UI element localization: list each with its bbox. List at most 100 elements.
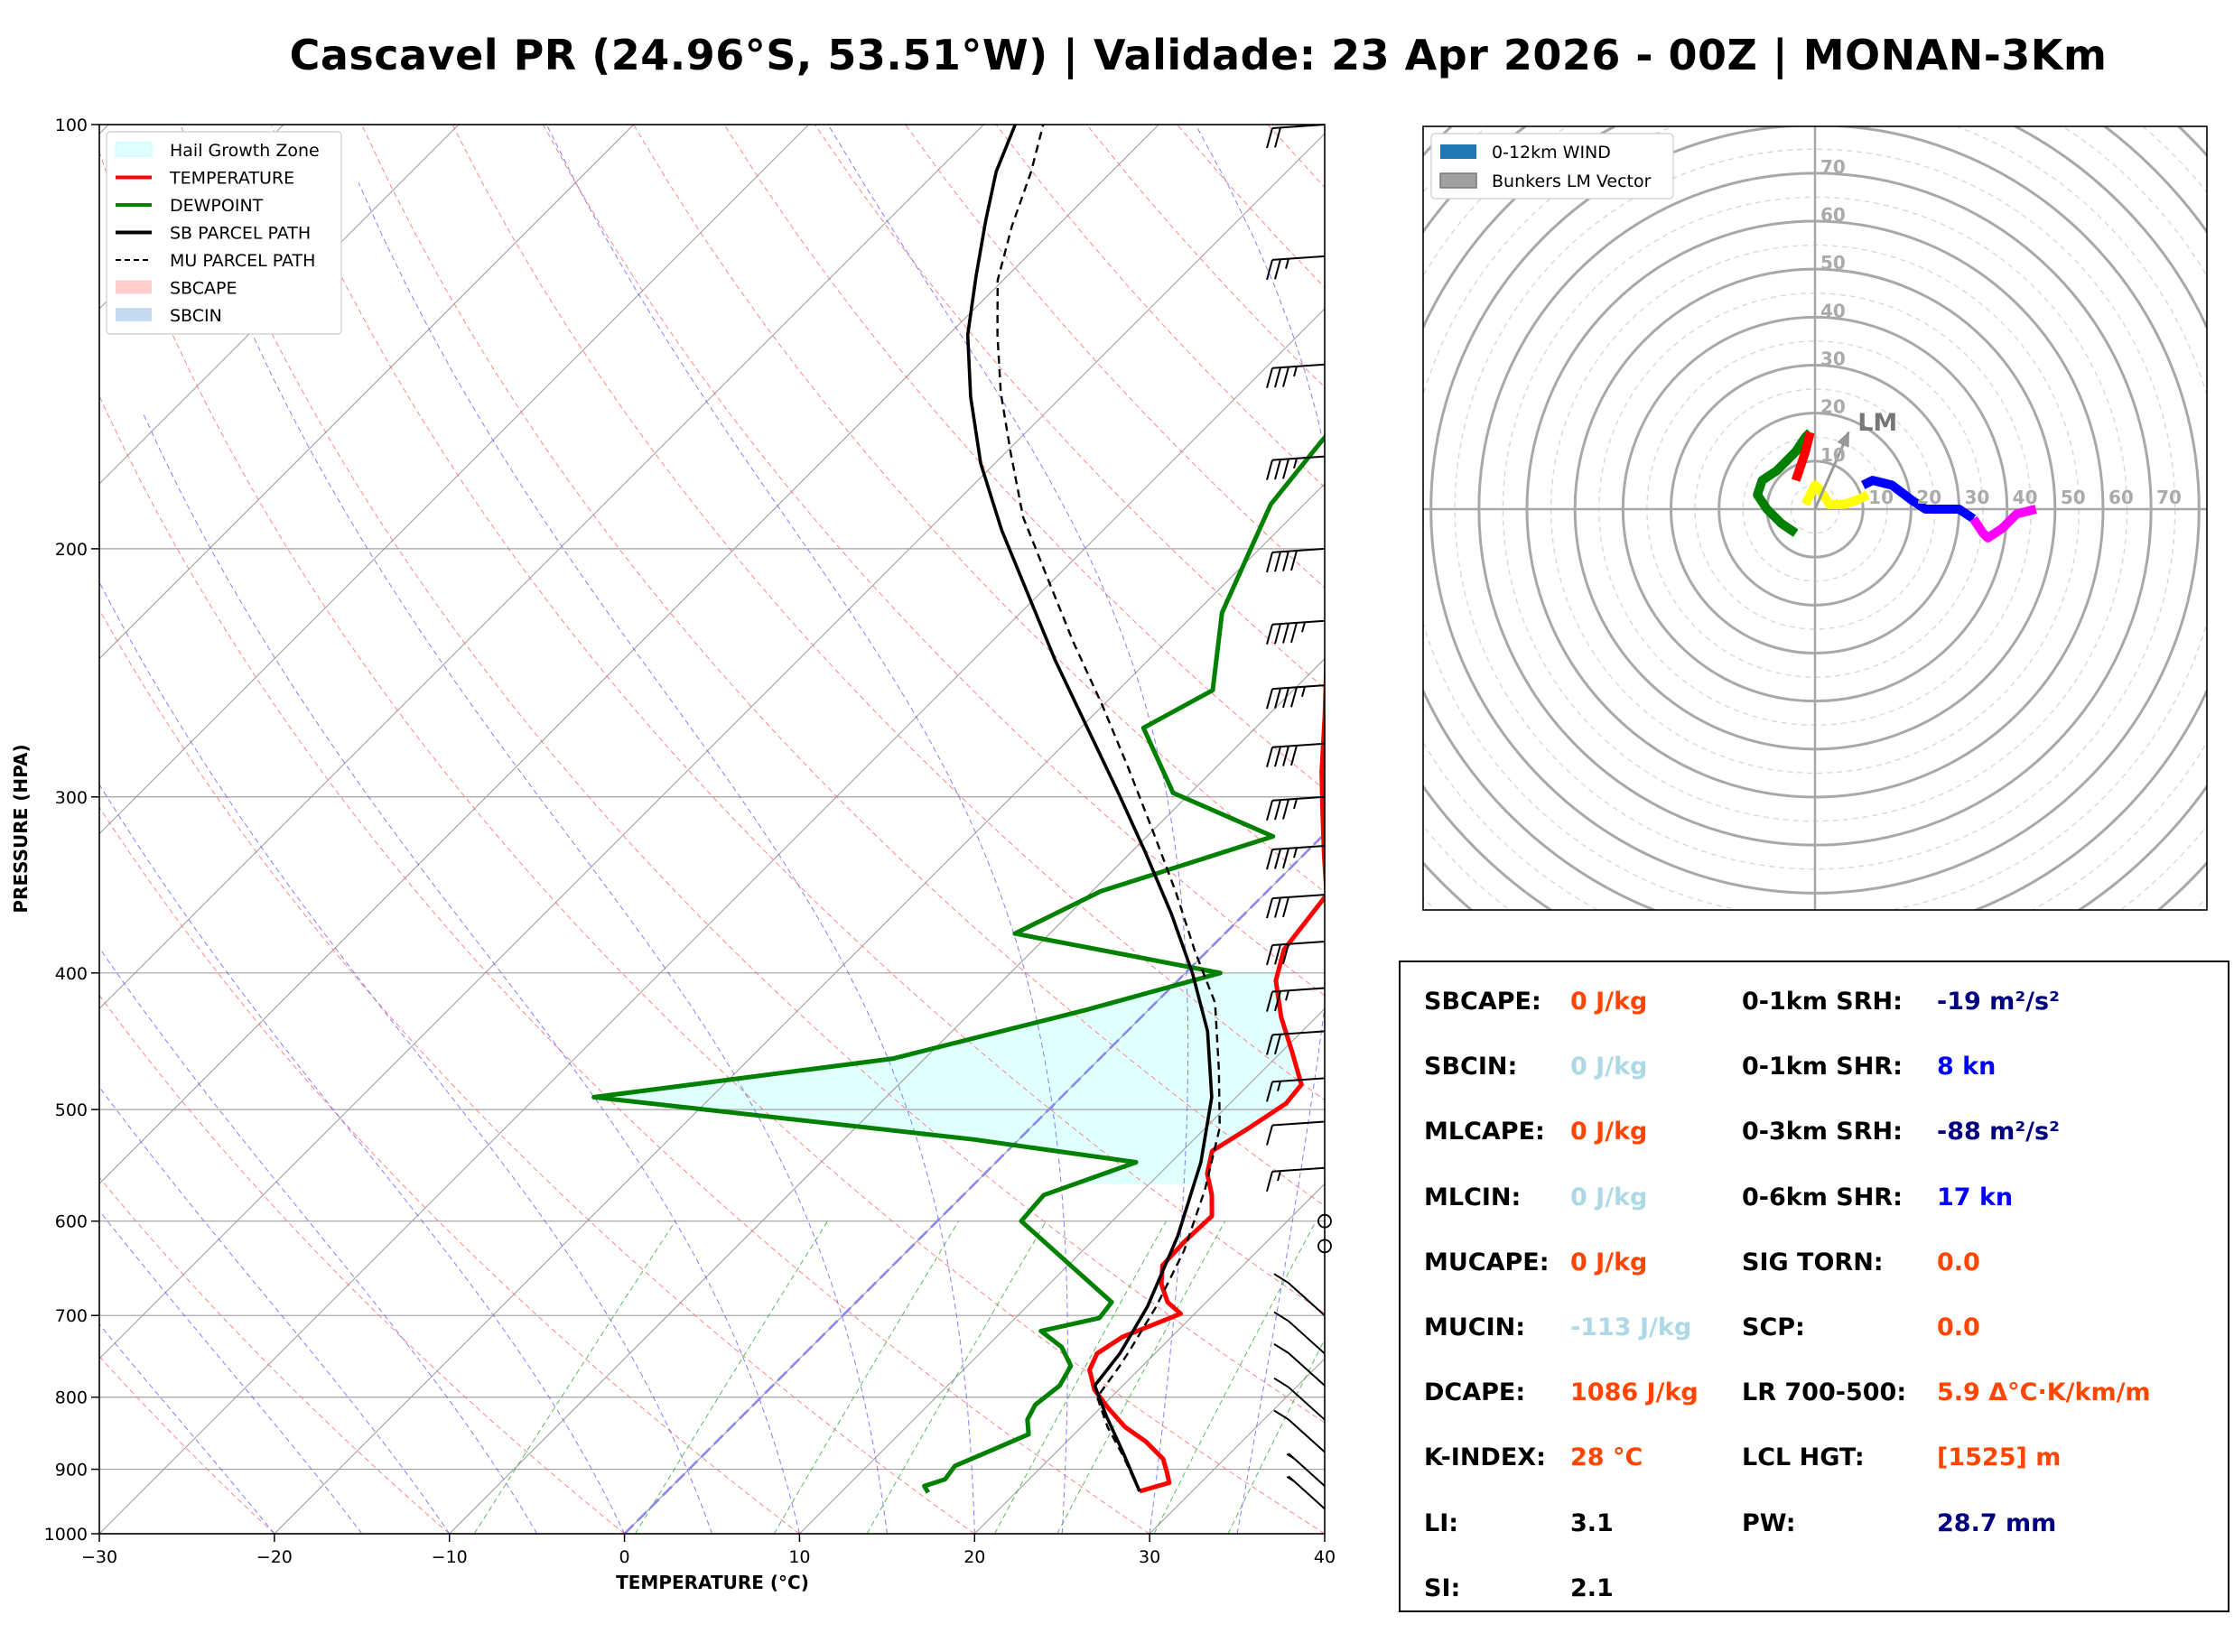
bunkers-lm-arrowhead [1837, 431, 1849, 448]
hodograph-ring [1765, 459, 1865, 559]
mixing-ratio-line [773, 1220, 960, 1534]
x-tick-label: −20 [256, 1547, 293, 1567]
moist-adiabat [1195, 125, 1325, 1534]
hodograph-segment [1791, 431, 1815, 482]
isotherm-gridline [99, 125, 984, 1010]
ring-label-x: 20 [1916, 487, 1941, 508]
mixing-ratio-line [473, 1220, 676, 1534]
hodograph-ring [1423, 126, 2207, 910]
hodograph-ring [1598, 292, 2032, 726]
moist-adiabat [99, 783, 626, 1534]
hodograph-ring [1423, 126, 2207, 910]
index-label: MLCIN: [1424, 1183, 1522, 1211]
skew-t-legend: Hail Growth Zone TEMPERATURE DEWPOINT SB PA… [106, 131, 342, 335]
dry-adiabat [99, 608, 975, 1534]
index-label: SI: [1424, 1573, 1461, 1602]
moist-adiabat [358, 182, 975, 1534]
dry-adiabat [99, 1176, 451, 1534]
legend-label: DEWPOINT [170, 196, 264, 216]
index-value: 2.1 [1570, 1573, 1614, 1602]
isotherm-gridline [99, 125, 1159, 1185]
hodograph-ring [1717, 412, 1913, 607]
moist-adiabat [99, 1323, 275, 1534]
moist-adiabat [545, 125, 1068, 1534]
wind-barb [1266, 795, 1326, 821]
index-value: -19 m²/s² [1937, 988, 2060, 1016]
moist-adiabat [827, 125, 1189, 1534]
dry-adiabat [270, 125, 1325, 1314]
legend-label: TEMPERATURE [169, 169, 294, 189]
dry-adiabat [814, 125, 1325, 690]
dry-adiabat [361, 125, 1325, 1207]
isotherm-gridline [99, 308, 1325, 1534]
dry-adiabat [99, 806, 800, 1534]
hodograph-ring [1477, 172, 2153, 847]
wind-barb [1286, 1452, 1326, 1487]
isotherm-gridline [99, 125, 460, 485]
wind-barb [1266, 619, 1326, 645]
x-tick-label: 10 [788, 1547, 810, 1567]
series-sb-parcel-path [965, 125, 1214, 1492]
dry-adiabat [633, 125, 1325, 893]
index-label: MLCAPE: [1424, 1118, 1545, 1146]
ring-label-y: 50 [1820, 252, 1846, 274]
dry-adiabat [180, 125, 1325, 1424]
y-tick-label: 100 [55, 116, 88, 135]
x-axis-label: TEMPERATURE (°C) [616, 1572, 809, 1593]
series-mu-parcel-path [996, 125, 1221, 1492]
ring-label-y: 10 [1820, 444, 1846, 466]
dry-adiabat [99, 150, 1325, 1534]
hodograph-ring [1670, 364, 1960, 654]
index-value: 0 J/kg [1570, 1053, 1648, 1081]
hodograph-ring [1621, 315, 2009, 703]
index-label: 0-1km SHR: [1742, 1053, 1903, 1081]
ring-label-y: 30 [1820, 348, 1846, 370]
wind-barb [1266, 124, 1326, 149]
x-tick-label: 0 [619, 1547, 630, 1567]
mixing-ratio-line [1227, 1338, 1325, 1534]
wind-barb [1266, 1120, 1326, 1146]
index-value: [1525] m [1937, 1443, 2062, 1472]
dry-adiabat [99, 994, 625, 1534]
index-value: 0 J/kg [1570, 1118, 1648, 1146]
legend-label: SBCAPE [170, 279, 237, 299]
wind-barb [1317, 1239, 1332, 1254]
wind-barb [1273, 1273, 1326, 1316]
y-tick-label: 600 [55, 1212, 88, 1232]
isotherm-gridline [99, 133, 1325, 1360]
hodograph-ring [1423, 126, 2207, 910]
legend-label: 0-12km WIND [1492, 143, 1611, 162]
x-tick-label: 30 [1139, 1547, 1160, 1567]
dry-adiabat [99, 1355, 275, 1534]
wind-barb [1266, 363, 1326, 389]
hodograph-ring [1423, 126, 2207, 910]
y-tick-label: 800 [55, 1388, 88, 1408]
dry-adiabat [995, 125, 1325, 488]
x-tick-label: −30 [81, 1547, 117, 1567]
moist-adiabat [99, 1210, 363, 1534]
legend-swatch [1439, 172, 1477, 189]
wind-barb [1266, 255, 1326, 281]
legend-label: SBCIN [170, 306, 222, 326]
wind-barb [1266, 987, 1326, 1012]
wind-barb [1266, 1166, 1326, 1192]
isotherm-gridline [973, 1183, 1325, 1534]
isotherm-gridline [274, 483, 1325, 1534]
index-value: 1086 J/kg [1570, 1378, 1699, 1407]
y-tick-label: 200 [55, 540, 88, 560]
wind-barb [1273, 1409, 1326, 1453]
legend-swatch [116, 308, 152, 321]
index-value: -113 J/kg [1570, 1313, 1692, 1341]
index-value: 0.0 [1937, 1313, 1980, 1341]
freezing-isotherm [623, 831, 1325, 1534]
hodograph-ring [1694, 388, 1936, 630]
hodograph-ring [1646, 340, 1984, 678]
hail-growth-zone [593, 972, 1301, 1184]
wind-barb [1266, 1077, 1326, 1102]
y-tick-label: 700 [55, 1306, 88, 1326]
isotherm-gridline [99, 125, 635, 660]
mixing-ratio-line [635, 1220, 828, 1534]
hodograph-ring [1502, 196, 2128, 822]
hodograph-segment [1801, 480, 1870, 509]
hodograph-ring [1573, 267, 2057, 751]
